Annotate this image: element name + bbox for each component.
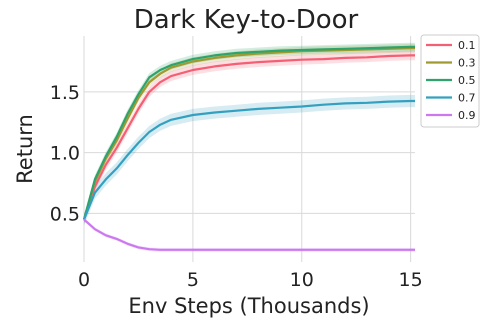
series-line-0.9 [83,218,415,251]
x-tick-label: 5 [187,269,199,291]
series-lines [82,45,415,251]
legend-label-0.9: 0.9 [458,109,476,122]
series-band-0.7 [84,94,415,226]
y-tick-label: 1.0 [50,143,80,165]
confidence-bands [84,42,415,252]
series-line-0.5 [82,45,415,220]
y-tick-label: 1.5 [50,82,80,104]
x-tick-label: 0 [78,269,90,291]
y-axis-label: Return [13,114,37,184]
legend-label-0.7: 0.7 [458,92,476,105]
grid [83,36,415,262]
x-tick-labels: 0 5 10 15 [78,269,423,291]
x-tick-label: 15 [399,269,423,291]
x-axis-label: Env Steps (Thousands) [128,294,369,318]
series-line-0.1 [82,54,415,220]
series-line-0.3 [82,47,415,220]
y-tick-labels: 0.5 1.0 1.5 [50,82,80,226]
legend-label-0.1: 0.1 [458,39,476,52]
chart-title: Dark Key-to-Door [134,5,359,35]
plot-background [84,36,415,262]
legend-label-0.5: 0.5 [458,74,476,87]
x-tick-label: 10 [290,269,314,291]
legend: 0.1 0.3 0.5 0.7 0.9 [420,34,480,128]
series-line-0.7 [82,99,415,220]
legend-label-0.3: 0.3 [458,57,476,70]
series-band-0.9 [84,217,415,252]
y-tick-label: 0.5 [50,203,80,225]
